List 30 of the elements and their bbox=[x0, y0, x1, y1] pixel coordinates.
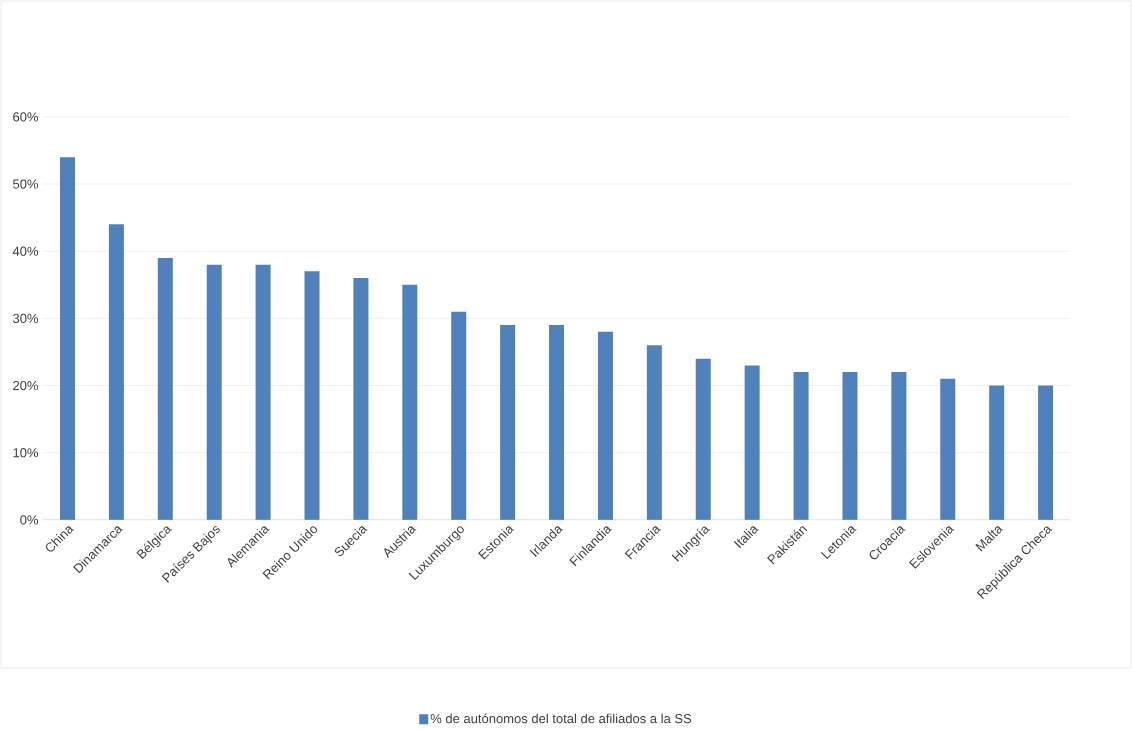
bar bbox=[793, 372, 809, 520]
bar bbox=[255, 264, 271, 520]
bar bbox=[549, 325, 565, 520]
bar bbox=[60, 157, 75, 520]
bar bbox=[597, 331, 613, 520]
bar bbox=[206, 264, 222, 520]
y-tick-label: 50% bbox=[13, 179, 39, 189]
x-tick-label: Italia bbox=[733, 526, 759, 549]
bar bbox=[500, 325, 516, 520]
bar bbox=[891, 372, 907, 520]
y-tick-label: 60% bbox=[13, 112, 39, 122]
bar bbox=[744, 365, 760, 520]
y-tick-label: 0% bbox=[20, 515, 39, 525]
bar bbox=[842, 372, 858, 520]
y-tick-label: 10% bbox=[13, 448, 39, 458]
y-tick-label: 30% bbox=[12, 313, 39, 323]
bar bbox=[353, 278, 369, 520]
y-tick-label: 20% bbox=[13, 380, 39, 391]
bar bbox=[304, 271, 320, 520]
bar bbox=[157, 257, 173, 520]
y-tick-label: 40% bbox=[12, 246, 39, 256]
bar bbox=[695, 358, 711, 520]
bar bbox=[646, 345, 662, 520]
bar bbox=[940, 378, 956, 520]
bar bbox=[108, 224, 124, 520]
bar bbox=[989, 385, 1005, 520]
legend-label: % de autónomos del total de afiliados a la SS bbox=[430, 713, 692, 724]
bar bbox=[451, 311, 467, 520]
bar bbox=[1038, 385, 1054, 520]
bar bbox=[402, 284, 418, 520]
